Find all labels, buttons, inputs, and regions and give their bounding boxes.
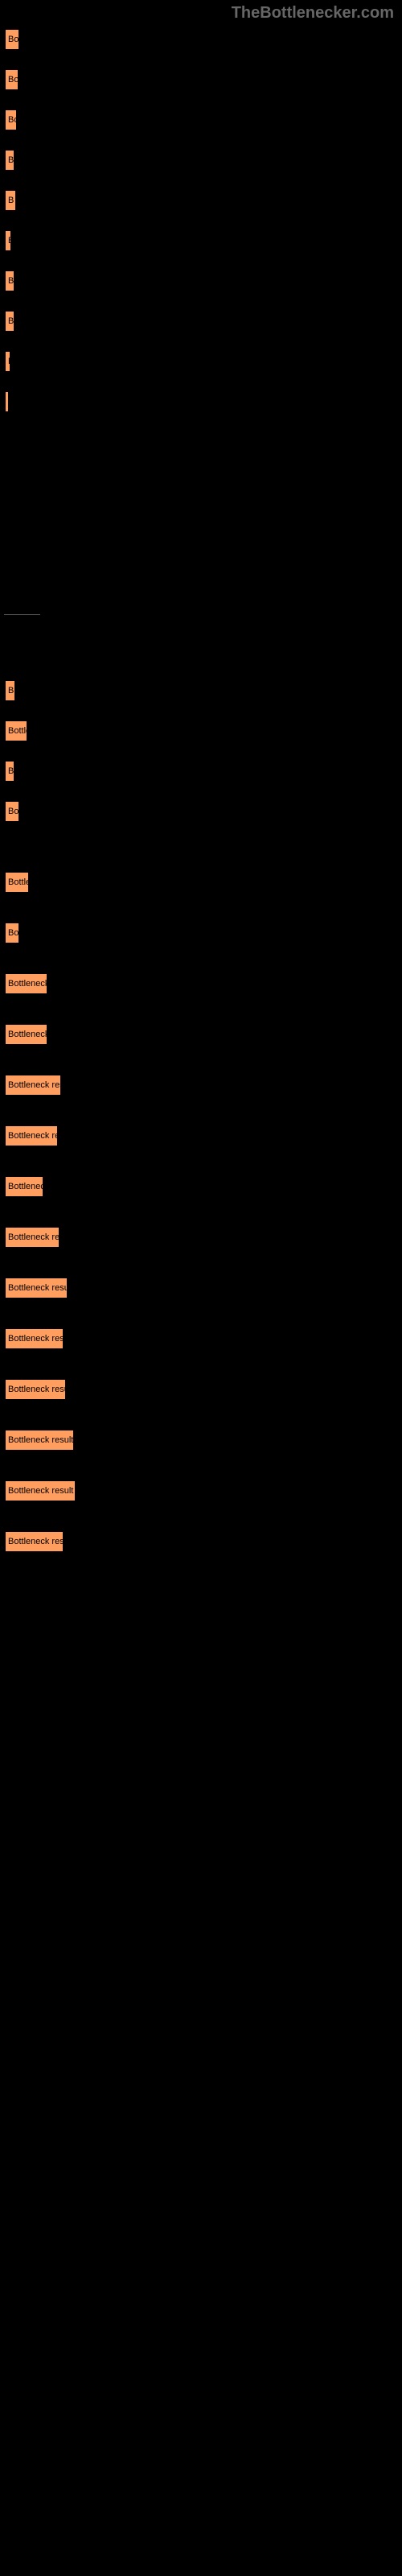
bar-row: B (4, 350, 402, 373)
chart-bar: Bo (4, 109, 18, 131)
chart-bar: B (4, 189, 17, 212)
chart-bar: B (4, 229, 12, 252)
chart-bar: Bottleneck resu (4, 1378, 67, 1401)
chart-bar: Bottleneck re (4, 1125, 59, 1147)
chart-bar: Bottleneck result (4, 1429, 75, 1451)
chart-bar: Bottleneck resul (4, 1277, 68, 1299)
bar-row: Bo (4, 800, 402, 823)
bar-row: B (4, 229, 402, 252)
bar-row: Bottleneck res (4, 1530, 402, 1553)
chart-bar: B (4, 149, 15, 171)
chart-bar: Bottleneck res (4, 1530, 64, 1553)
chart-bar: Bottlenec (4, 1175, 44, 1198)
bar-row: B (4, 270, 402, 292)
bar-row: Bottleneck result (4, 1480, 402, 1502)
bar-row (4, 390, 402, 413)
chart-bar: Bo (4, 68, 19, 91)
bar-row: Bo (4, 922, 402, 944)
bar-row: Bottleneck res (4, 1074, 402, 1096)
bar-row: B (4, 149, 402, 171)
chart-bar: Bo (4, 800, 20, 823)
chart-section-1: BoBoBoBBBBBB (0, 0, 402, 413)
bar-row: Bottleneck resul (4, 1277, 402, 1299)
chart-bar: Bo (4, 28, 20, 51)
chart-bar: Bottle (4, 720, 28, 742)
bar-row: B (4, 189, 402, 212)
bar-row: B (4, 679, 402, 702)
bar-row: Bo (4, 109, 402, 131)
bar-row: Bo (4, 68, 402, 91)
chart-bar: B (4, 679, 16, 702)
bar-row: Bottle (4, 720, 402, 742)
bar-row: Bottleneck re (4, 1226, 402, 1249)
chart-section-3: Bottle Bo Bottleneck Bottleneck Bottleneck r… (0, 871, 402, 1553)
chart-bar: Bottleneck res (4, 1327, 64, 1350)
chart-bar: Bottle (4, 871, 30, 894)
chart-bar: Bottleneck res (4, 1074, 62, 1096)
chart-bar: B (4, 760, 15, 782)
chart-section-2: B Bottle B Bo (0, 679, 402, 823)
bar-row: Bo (4, 28, 402, 51)
watermark-text: TheBottlenecker.com (232, 4, 394, 23)
chart-bar: Bottleneck result (4, 1480, 76, 1502)
bar-row: Bottle (4, 871, 402, 894)
chart-bar: Bo (4, 922, 20, 944)
bar-row: B (4, 310, 402, 332)
chart-bar: B (4, 270, 15, 292)
bar-row: Bottleneck re (4, 1125, 402, 1147)
bar-row: Bottleneck (4, 1023, 402, 1046)
bar-row: Bottleneck res (4, 1327, 402, 1350)
chart-bar: Bottleneck (4, 972, 48, 995)
bar-row: Bottlenec (4, 1175, 402, 1198)
chart-bar: B (4, 310, 15, 332)
bar-row: Bottleneck result (4, 1429, 402, 1451)
axis-line (4, 614, 40, 615)
chart-bar: Bottleneck re (4, 1226, 60, 1249)
chart-bar: B (4, 350, 11, 373)
bar-row: Bottleneck (4, 972, 402, 995)
bar-row: B (4, 760, 402, 782)
chart-bar (4, 390, 10, 413)
bar-row: Bottleneck resu (4, 1378, 402, 1401)
chart-bar: Bottleneck (4, 1023, 48, 1046)
